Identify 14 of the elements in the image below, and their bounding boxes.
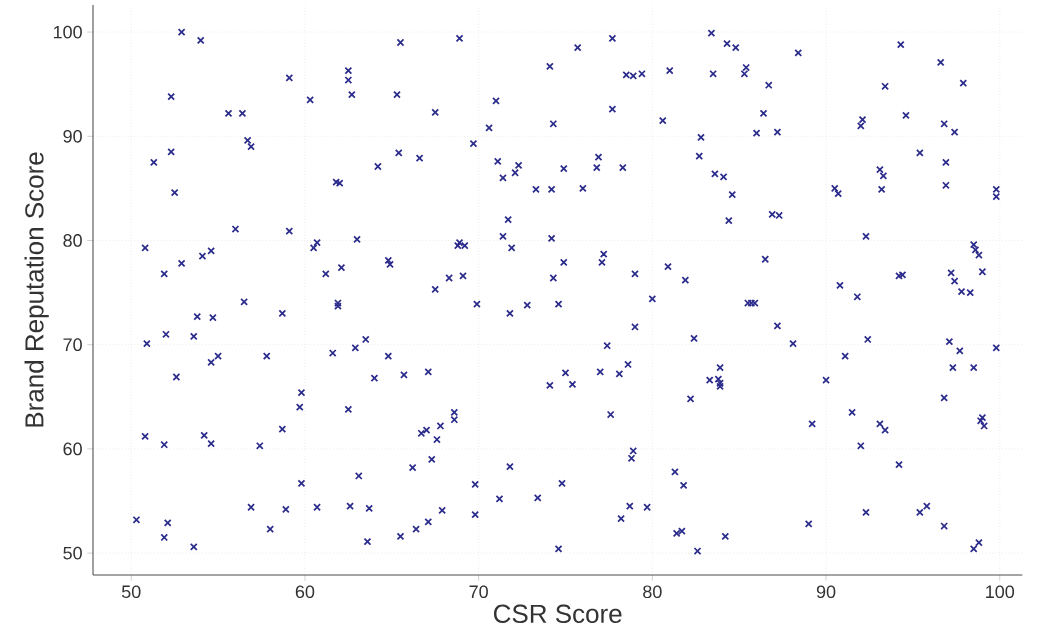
y-tick-label: 50 <box>63 546 82 560</box>
x-axis-title: CSR Score <box>493 604 622 624</box>
x-tick-label: 50 <box>121 585 141 599</box>
y-tick-label: 90 <box>63 129 82 143</box>
y-tick-label: 70 <box>63 338 82 352</box>
x-tick-label: 100 <box>986 585 1015 599</box>
y-tick-label: 80 <box>63 234 82 247</box>
y-axis-title: Brand Reputation Score <box>24 152 49 427</box>
x-tick-label: 90 <box>816 585 836 599</box>
x-tick-label: 80 <box>643 585 662 599</box>
x-tick-label: 60 <box>295 585 315 599</box>
x-tick-label: 70 <box>469 585 488 599</box>
y-tick-label: 60 <box>63 442 82 456</box>
y-tick-label: 100 <box>53 25 82 39</box>
